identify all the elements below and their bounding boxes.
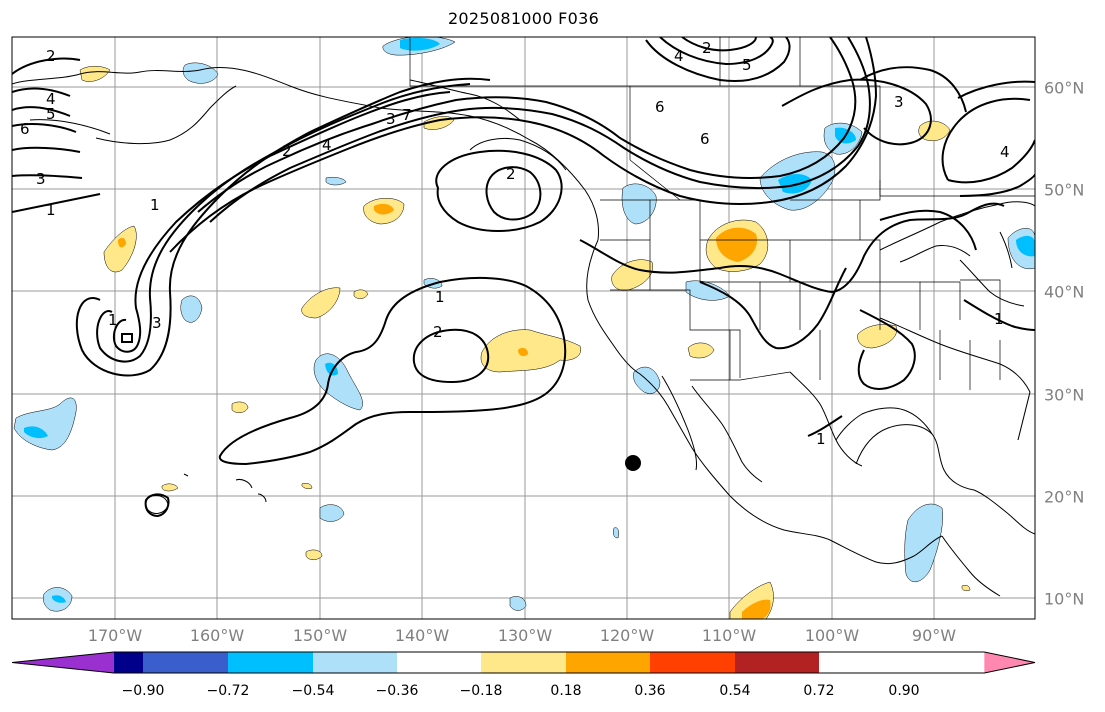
colorbar-extend-low (12, 652, 114, 673)
contour-label: 5 (46, 105, 56, 123)
contour-label: 1 (46, 201, 56, 219)
contour-label: 5 (742, 56, 752, 74)
lat-label: 10°N (1044, 589, 1085, 609)
contour-label: 1 (816, 430, 826, 448)
contour-label: 1 (150, 196, 160, 214)
lat-label: 60°N (1044, 78, 1085, 98)
contour-label: 2 (506, 165, 516, 183)
contour-label: 3 (36, 170, 46, 188)
colorbar-extend-high (984, 652, 1035, 673)
lat-label: 30°N (1044, 385, 1085, 405)
contour-lines (12, 37, 1035, 518)
contour-label: 6 (700, 130, 710, 148)
map-title: 2025081000 F036 (447, 9, 600, 28)
colorbar-tick-label: −0.36 (375, 683, 419, 699)
location-marker (625, 455, 641, 471)
contour-label: 2 (702, 39, 712, 57)
colorbar (11, 651, 1036, 674)
colorbar-tick-label: −0.18 (459, 683, 503, 699)
lon-label: 120°W (599, 626, 655, 645)
positive-shading (79, 66, 971, 619)
lat-label: 50°N (1044, 180, 1085, 200)
lat-label: 20°N (1044, 487, 1085, 507)
contour-label: 4 (46, 90, 56, 108)
contour-label: 4 (1000, 143, 1010, 161)
colorbar-box (566, 652, 650, 673)
contour-label: 6 (655, 98, 665, 116)
contour-label: 2 (282, 142, 292, 160)
lon-label: 100°W (804, 626, 860, 645)
contour-label: 3 (894, 93, 904, 111)
contour-label: 6 (20, 120, 30, 138)
colorbar-box (113, 652, 143, 673)
state-borders (409, 37, 1035, 390)
lon-label: 140°W (394, 626, 450, 645)
colorbar-box (143, 652, 228, 673)
colorbar-tick-label: −0.72 (206, 683, 250, 699)
contour-label: 4 (322, 136, 332, 154)
colorbar-box (397, 652, 481, 673)
lon-label: 150°W (292, 626, 348, 645)
colorbar-tick-label: 0.18 (550, 683, 582, 699)
contour-label: 2 (46, 47, 56, 65)
colorbar-tick-label: 0.90 (888, 683, 920, 699)
colorbar-box (650, 652, 735, 673)
contour-label: 7 (402, 106, 412, 124)
contour-label-group: 2 4 5 6 3 1 1 2 1 2 1 2 3 4 6 7 2 4 5 3 … (20, 39, 1010, 448)
colorbar-tick-label: 0.54 (719, 683, 751, 699)
contour-label: 1 (994, 310, 1004, 328)
colorbar-tick-label: −0.90 (121, 683, 165, 699)
contour-label: 1 (435, 288, 445, 306)
colorbar-box (228, 652, 313, 673)
lon-label: 170°W (87, 626, 143, 645)
lon-label: 90°W (911, 626, 957, 645)
lat-label: 40°N (1044, 282, 1085, 302)
lon-label: 130°W (497, 626, 553, 645)
colorbar-box (481, 652, 566, 673)
lon-label: 110°W (701, 626, 757, 645)
colorbar-tick-label: −0.54 (291, 683, 335, 699)
colorbar-outline (11, 651, 1036, 674)
colorbar-box (735, 652, 819, 673)
contour-label: 3 (386, 110, 396, 128)
contour-label: 1 (108, 311, 118, 329)
colorbar-box (313, 652, 397, 673)
colorbar-tick-label: 0.72 (803, 683, 835, 699)
contour-label: 2 (433, 323, 443, 341)
contour-label: 3 (152, 314, 162, 332)
contour-label: 4 (674, 47, 684, 65)
lon-label: 160°W (189, 626, 245, 645)
colorbar-tick-label: 0.36 (634, 683, 666, 699)
